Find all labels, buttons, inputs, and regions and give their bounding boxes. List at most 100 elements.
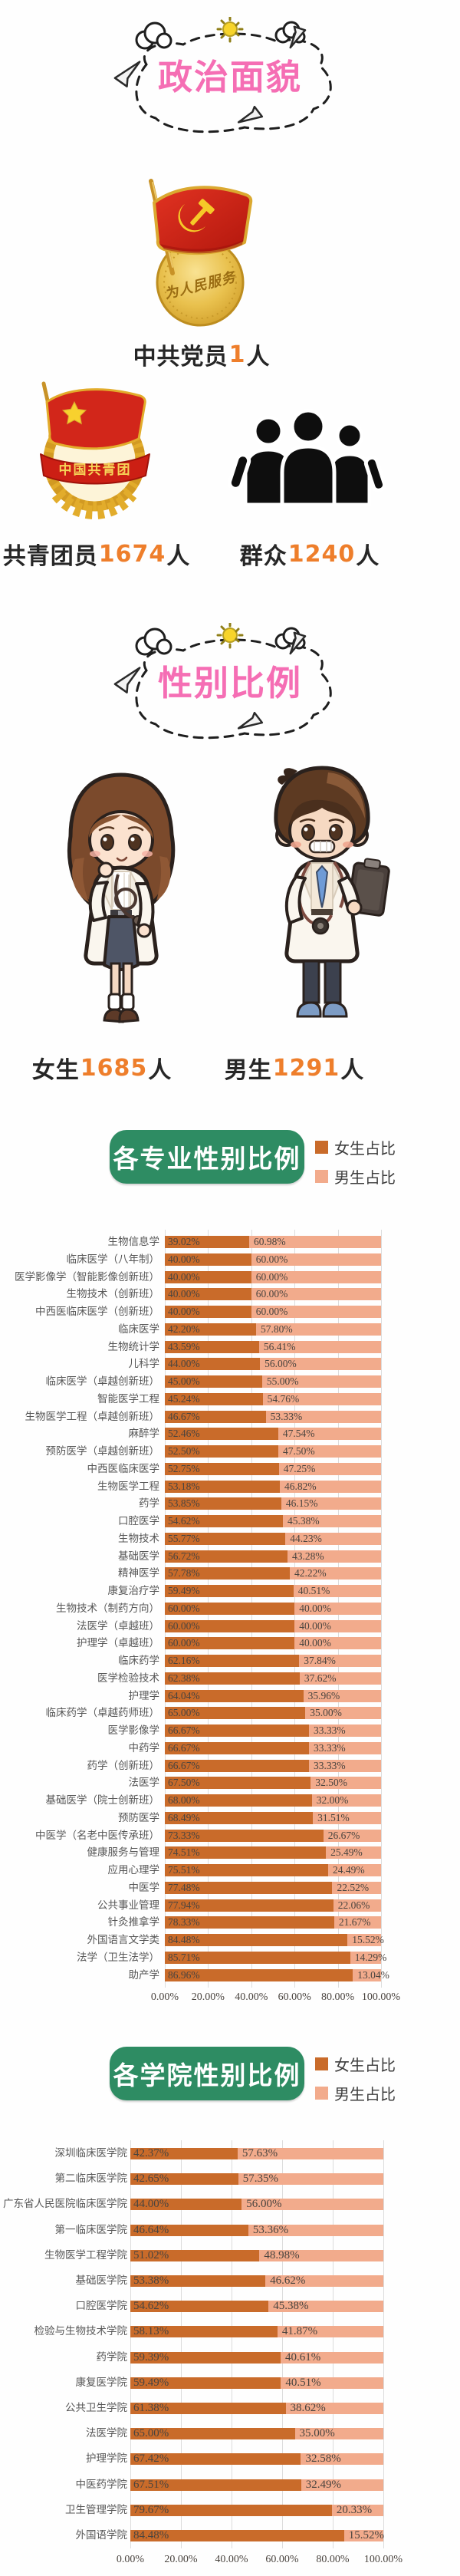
category-label: 检验与生物技术学院 [34, 2325, 128, 2338]
gridline [181, 2140, 182, 2548]
male-bar-segment [331, 2504, 383, 2516]
category-label: 精神医学 [118, 1567, 159, 1580]
male-bar-segment [285, 2403, 383, 2414]
male-value-label: 55.00% [266, 1375, 299, 1387]
chart-majors-title-box: 各专业性别比例 [110, 1130, 304, 1184]
female-bar-segment [130, 2326, 278, 2338]
male-value-label: 53.36% [252, 2223, 289, 2236]
female-bar-segment [130, 2453, 301, 2466]
female-value-label: 78.33% [168, 1916, 200, 1929]
female-value-label: 86.96% [168, 1968, 200, 1981]
legend-item-female: 女生占比 [315, 1136, 396, 1158]
category-label: 中医学（名老中医传承班） [35, 1829, 159, 1842]
stat-suffix: 人 [166, 543, 191, 570]
male-value-label: 35.00% [310, 1707, 342, 1719]
male-value-label: 32.49% [305, 2478, 342, 2491]
female-bar-segment [165, 1480, 280, 1493]
female-value-label: 54.62% [168, 1515, 200, 1527]
category-label: 法医学（卓越班） [77, 1619, 159, 1632]
male-value-label: 40.00% [299, 1619, 331, 1632]
male-bar-segment [294, 1602, 381, 1615]
male-bar-segment [248, 2224, 383, 2236]
female-value-label: 52.50% [168, 1445, 200, 1457]
dashed-bubble [135, 32, 332, 133]
star-icon [61, 400, 87, 425]
female-value-label: 62.38% [168, 1672, 200, 1684]
category-label: 法医学 [128, 1777, 160, 1790]
male-value-label: 25.49% [330, 1846, 363, 1859]
male-value-label: 15.52% [352, 1934, 384, 1945]
female-value-label: 67.50% [168, 1777, 200, 1789]
female-bar-segment [165, 1410, 266, 1423]
female-value-label: 43.59% [168, 1340, 200, 1352]
male-value-label: 15.52% [348, 2529, 385, 2541]
category-label: 公共卫生学院 [65, 2402, 127, 2414]
female-value-label: 84.48% [168, 1934, 200, 1945]
female-bar-segment [165, 1741, 309, 1754]
male-bar-segment [305, 1707, 381, 1720]
male-value-label: 45.38% [288, 1515, 320, 1527]
axis-tick-label: 80.00% [316, 2554, 350, 2565]
category-label: 生物医学工程学院 [44, 2248, 127, 2261]
male-value-label: 47.50% [283, 1445, 315, 1457]
category-label: 基础医学 [118, 1550, 159, 1563]
male-value-label: 57.35% [242, 2172, 278, 2186]
chart-majors-legend: 女生占比 男生占比 [315, 1136, 396, 1188]
male-value-label: 45.38% [273, 2300, 309, 2313]
female-value-label: 84.48% [133, 2529, 169, 2541]
female-value-label: 68.49% [168, 1811, 200, 1823]
female-bar-segment [130, 2377, 281, 2389]
chart-colleges-title: 各学院性别比例 [113, 2060, 301, 2090]
category-label: 护理学院 [86, 2452, 127, 2466]
male-value-label: 40.51% [297, 1585, 330, 1596]
boy-eyes [299, 819, 345, 841]
sun-icon [216, 623, 244, 649]
male-bar-segment [309, 1741, 381, 1754]
male-bar-segment [260, 1358, 381, 1371]
axis-tick-label: 20.00% [164, 2554, 198, 2565]
male-value-label: 32.00% [316, 1794, 349, 1806]
boy-legs [296, 960, 348, 1018]
axis-tick-label: 0.00% [116, 2554, 145, 2565]
category-label: 生物技术（创新班） [66, 1288, 160, 1301]
female-bar-segment [165, 1306, 251, 1318]
male-value-label: 38.62% [290, 2402, 326, 2414]
stat-suffix: 人 [340, 1057, 365, 1084]
female-doctor-illustration [67, 772, 176, 1023]
male-value-label: 33.33% [314, 1759, 346, 1771]
female-value-label: 85.71% [168, 1951, 200, 1963]
category-label: 医学影像学（智能影像创新班） [15, 1270, 159, 1283]
female-bar-segment [165, 1672, 300, 1685]
female-value-label: 56.72% [168, 1550, 200, 1562]
male-value-label: 47.25% [283, 1462, 316, 1474]
female-value-label: 59.49% [133, 2376, 169, 2389]
female-bar-segment [165, 1567, 290, 1580]
male-legend-swatch [315, 2087, 328, 2100]
male-bar-segment [313, 1811, 381, 1824]
male-value-label: 48.98% [264, 2248, 300, 2261]
female-value-label: 40.00% [168, 1253, 200, 1265]
male-value-label: 31.51% [317, 1811, 350, 1823]
paper-plane-icon [289, 25, 307, 49]
male-bar-segment [309, 1759, 381, 1772]
category-label: 临床医学（八年制） [66, 1253, 160, 1266]
male-value-label: 57.63% [242, 2147, 278, 2159]
female-value-label: 45.00% [168, 1375, 200, 1387]
legend-item-female: 女生占比 [315, 2053, 396, 2075]
axis-tick-label: 60.00% [278, 1991, 311, 2003]
male-bar-segment [262, 1392, 381, 1405]
female-bar-segment [165, 1899, 334, 1912]
male-bar-segment [309, 1724, 381, 1737]
category-label: 药学（创新班） [87, 1759, 160, 1772]
male-bar-segment [353, 1968, 381, 1981]
female-bar-segment [130, 2148, 238, 2159]
female-bar-segment [165, 1777, 311, 1790]
category-label: 法学（卫生法学） [77, 1951, 159, 1964]
female-count-stat: 女生 1685 人 [25, 1051, 179, 1085]
female-bar-segment [165, 1864, 328, 1876]
category-label: 生物医学工程（卓越创新班） [25, 1410, 160, 1423]
male-bar-segment [278, 1445, 381, 1458]
axis-tick-label: 100.00% [363, 2554, 403, 2565]
sun-icon [216, 17, 244, 43]
male-bar-segment [258, 1340, 381, 1353]
